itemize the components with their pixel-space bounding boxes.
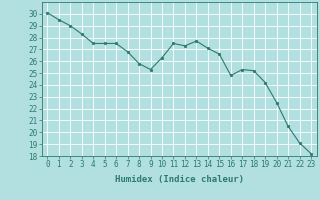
X-axis label: Humidex (Indice chaleur): Humidex (Indice chaleur) [115, 175, 244, 184]
